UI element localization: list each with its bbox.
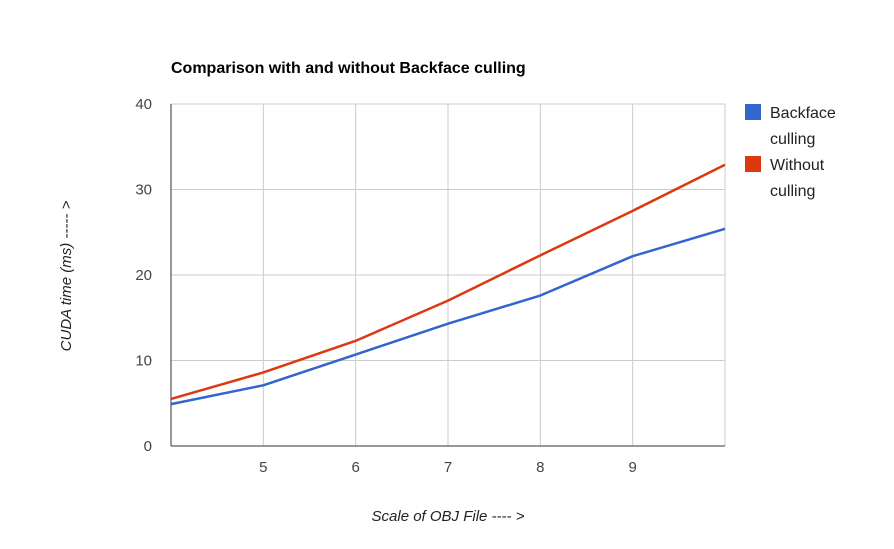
legend-swatch [745,156,761,172]
legend-label: Without [770,157,825,174]
y-tick-label: 0 [144,438,152,455]
legend: Backface culling Without culling [745,104,836,200]
legend-label: Backface [770,105,836,122]
x-axis-label: Scale of OBJ File ---- > [372,508,525,525]
series-line-1 [170,227,726,406]
y-tick-label: 40 [135,96,152,113]
axes [170,104,725,447]
x-tick-label: 7 [444,459,452,476]
series-line-2 [170,163,726,401]
chart-title: Comparison with and without Backface cul… [171,60,526,77]
x-tick-label: 8 [536,459,544,476]
grid [171,103,726,446]
y-tick-label: 10 [135,353,152,370]
legend-label: culling [770,183,815,200]
y-axis-label: CUDA time (ms) ----- > [58,200,75,351]
tick-labels: 0 10 20 30 40 5 6 7 8 9 [135,96,637,476]
x-tick-label: 9 [628,459,636,476]
x-tick-label: 5 [259,459,267,476]
legend-label: culling [770,131,815,148]
series-lines [170,163,726,406]
y-tick-label: 20 [135,267,152,284]
y-tick-label: 30 [135,182,152,199]
legend-swatch [745,104,761,120]
x-tick-label: 6 [351,459,359,476]
